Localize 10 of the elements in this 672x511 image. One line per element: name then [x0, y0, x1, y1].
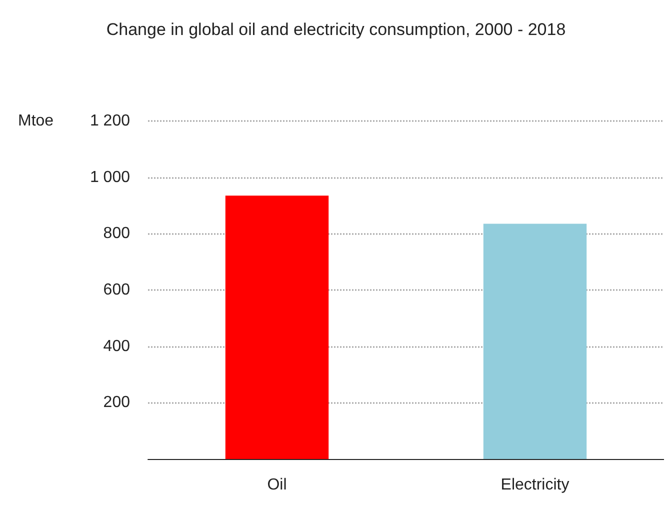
y-tick-label: 1 000: [90, 168, 130, 186]
y-tick-label: 200: [103, 394, 130, 412]
y-tick-label: 600: [103, 282, 130, 298]
y-tick-label: 800: [103, 225, 130, 242]
y-axis-title: Mtoe: [18, 112, 54, 130]
y-tick-label: 1 200: [90, 112, 130, 130]
x-tick-label: Oil: [267, 476, 287, 494]
y-tick-label: 400: [103, 338, 130, 355]
chart-title: Change in global oil and electricity consumption, 2000 - 2018: [106, 20, 566, 39]
x-tick-label: Electricity: [500, 476, 570, 494]
